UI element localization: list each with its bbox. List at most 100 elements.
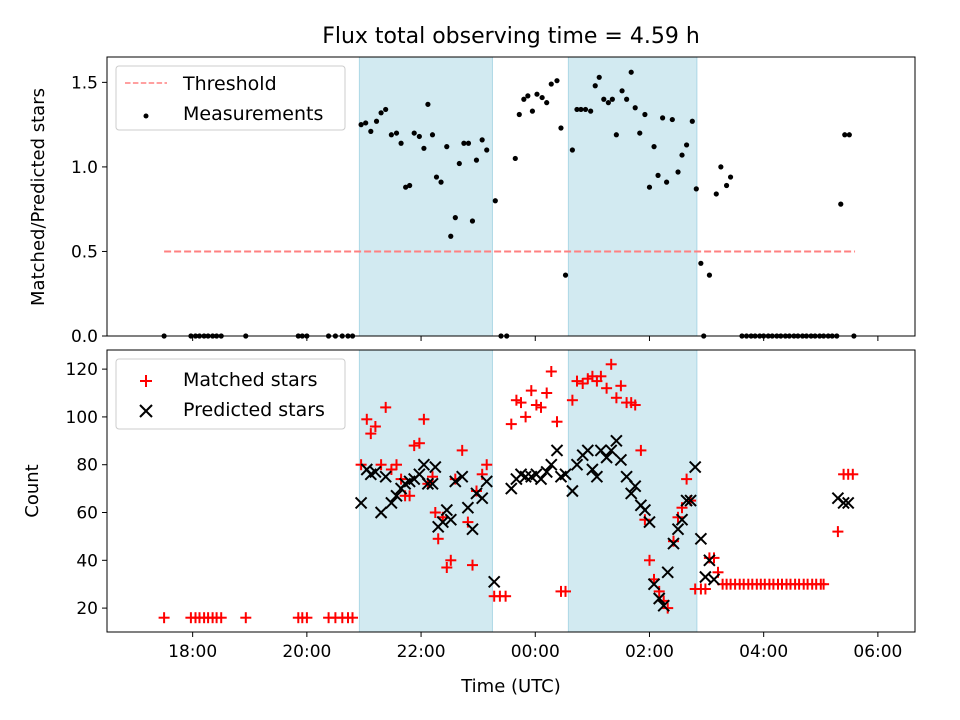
measurements-legend-swatch bbox=[143, 113, 149, 119]
measurement-point bbox=[632, 105, 638, 111]
measurement-point bbox=[569, 147, 575, 153]
predicted-star-point bbox=[421, 477, 435, 491]
x-tick-label: 02:00 bbox=[625, 642, 674, 662]
predicted-star-point bbox=[426, 477, 439, 491]
predicted-star-point bbox=[440, 503, 454, 517]
measurement-point bbox=[619, 88, 625, 94]
measurement-point bbox=[723, 182, 730, 189]
predicted-star-point bbox=[841, 496, 855, 510]
matched-star-point bbox=[500, 590, 512, 602]
measurement-point bbox=[713, 191, 719, 197]
predicted-star-point bbox=[550, 444, 564, 457]
predicted-star-point bbox=[684, 494, 697, 507]
predicted-star-point bbox=[379, 470, 392, 483]
measurement-point bbox=[465, 140, 472, 146]
predicted-star-point bbox=[417, 458, 431, 471]
top-y-axis-label: Matched/Predicted stars bbox=[28, 88, 49, 306]
matched-star-point bbox=[610, 392, 622, 404]
matched-star-point bbox=[515, 397, 527, 409]
measurement-point bbox=[706, 272, 713, 278]
measurement-point bbox=[429, 132, 436, 138]
measurement-point bbox=[544, 100, 550, 106]
top-panel: 0.0 0.5 1.0 1.5 Threshold Measurements Flux… bbox=[28, 24, 916, 347]
matched-star-point bbox=[158, 612, 170, 624]
matched-star-point bbox=[541, 387, 553, 399]
matched-star-point bbox=[505, 418, 517, 430]
measurement-point bbox=[363, 120, 369, 126]
matched-star-point bbox=[467, 559, 478, 571]
predicted-star-point bbox=[570, 458, 584, 471]
measurement-point bbox=[675, 169, 681, 175]
bottom-panel: 18:00 20:00 22:00 00:00 02:00 04:00 06:00 20 40… bbox=[22, 349, 916, 697]
bottom-y-tick-label: 80 bbox=[76, 456, 98, 476]
matched-star-point bbox=[605, 358, 617, 370]
measurement-point bbox=[448, 233, 454, 239]
bottom-y-tick-label: 120 bbox=[66, 360, 98, 380]
predicted-star-point bbox=[699, 570, 712, 584]
measurement-point bbox=[421, 145, 427, 151]
predicted-star-point bbox=[385, 496, 398, 510]
measurement-point bbox=[484, 147, 490, 153]
predicted-star-point bbox=[390, 489, 403, 503]
predicted-star-point bbox=[466, 522, 479, 536]
predicted-star-point bbox=[354, 496, 368, 510]
measurement-point bbox=[411, 130, 417, 136]
matched-star-point bbox=[832, 526, 844, 538]
matched-star-point bbox=[577, 378, 589, 389]
predicted-star-point bbox=[837, 496, 850, 510]
predicted-star-point bbox=[590, 470, 604, 483]
measurement-point bbox=[534, 91, 540, 97]
matched-star-point bbox=[644, 554, 655, 566]
predicted-legend-swatch bbox=[139, 404, 153, 418]
measurement-point bbox=[679, 152, 685, 158]
measurement-point bbox=[368, 128, 374, 134]
measurement-point bbox=[613, 132, 619, 138]
legend-matched-label: Matched stars bbox=[183, 369, 317, 391]
x-tick-label: 06:00 bbox=[853, 642, 902, 662]
measurement-point bbox=[660, 115, 666, 121]
measurement-point bbox=[605, 100, 611, 106]
measurement-point bbox=[601, 96, 607, 102]
predicted-star-point bbox=[675, 513, 689, 526]
matched-star-point bbox=[615, 380, 627, 392]
matched-star-point bbox=[391, 459, 402, 471]
measurement-point bbox=[461, 140, 467, 146]
measurement-point bbox=[479, 137, 485, 143]
matched-star-point bbox=[380, 401, 392, 413]
matched-star-point bbox=[365, 428, 377, 440]
predicted-star-point bbox=[455, 470, 469, 483]
predicted-star-point bbox=[694, 532, 708, 546]
matched-star-point bbox=[653, 585, 665, 597]
measurement-point bbox=[637, 130, 643, 136]
predicted-star-point bbox=[449, 475, 462, 488]
measurement-point bbox=[416, 133, 422, 140]
measurement-point bbox=[378, 110, 384, 116]
legend-predicted-label: Predicted stars bbox=[183, 399, 325, 421]
measurement-point bbox=[456, 160, 462, 167]
matched-star-point bbox=[520, 411, 532, 423]
matched-star-point bbox=[301, 612, 313, 624]
bottom-y-axis-label: Count bbox=[22, 464, 43, 517]
measurement-point bbox=[574, 106, 580, 113]
measurement-point bbox=[558, 125, 564, 131]
predicted-star-point bbox=[586, 463, 599, 476]
x-tick-label: 22:00 bbox=[397, 642, 446, 662]
measurement-point bbox=[651, 144, 657, 150]
measurement-point bbox=[693, 186, 699, 192]
figure-title: Flux total observing time = 4.59 h bbox=[322, 24, 700, 49]
predicted-star-point bbox=[680, 494, 693, 507]
predicted-star-point bbox=[581, 444, 595, 457]
measurement-point bbox=[516, 111, 522, 118]
predicted-star-point bbox=[566, 484, 579, 498]
predicted-star-point bbox=[540, 465, 553, 479]
matched-star-point bbox=[429, 507, 441, 518]
measurement-point bbox=[525, 93, 531, 99]
predicted-star-point bbox=[661, 566, 674, 579]
measurement-point bbox=[646, 184, 653, 190]
x-axis-label: Time (UTC) bbox=[460, 676, 561, 697]
measurement-point bbox=[718, 164, 724, 170]
measurement-point bbox=[473, 157, 480, 163]
matched-star-point bbox=[481, 459, 493, 471]
measurement-point bbox=[655, 172, 661, 178]
bottom-y-tick-label: 60 bbox=[76, 504, 98, 524]
